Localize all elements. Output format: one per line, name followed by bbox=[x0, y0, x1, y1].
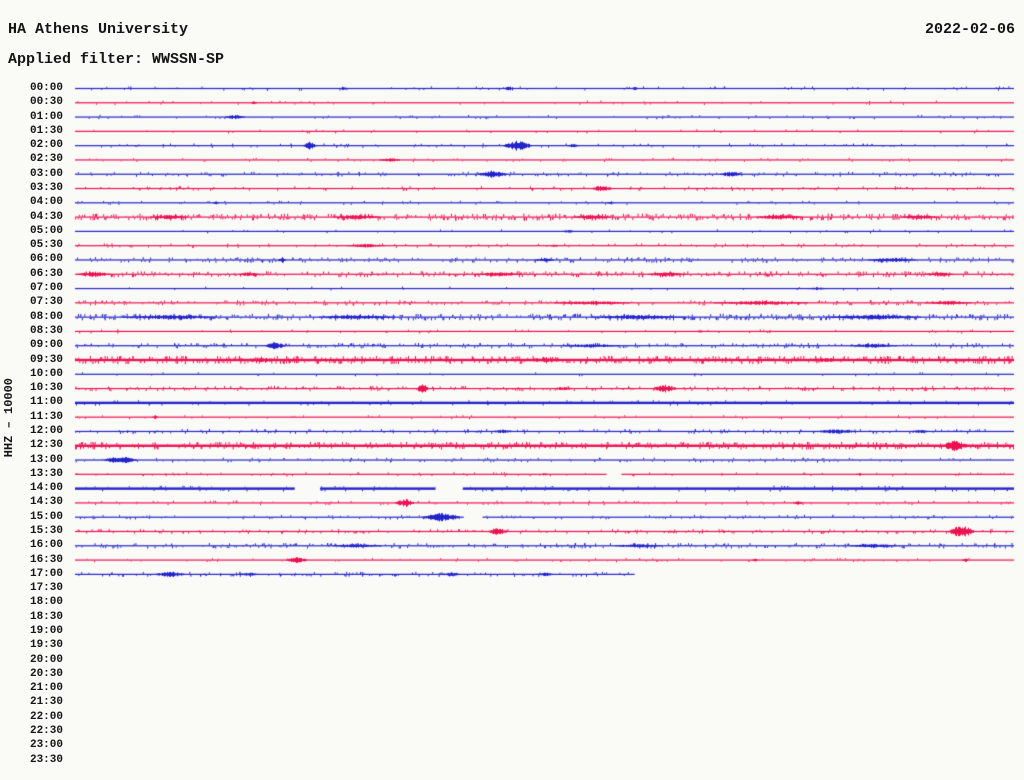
helicorder-canvas bbox=[0, 0, 1024, 780]
helicorder-page: HA Athens University 2022-02-06 Applied … bbox=[0, 0, 1024, 780]
